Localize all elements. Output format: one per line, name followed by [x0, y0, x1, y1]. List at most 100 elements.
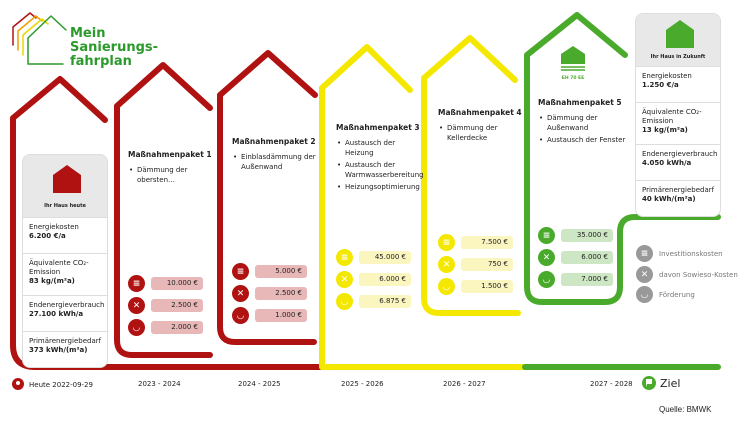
cost-value: 45.000 € — [359, 251, 411, 264]
house-2-outline — [217, 50, 318, 345]
coins-icon: ≡ — [438, 234, 455, 251]
source-label: Quelle: BMWK — [659, 405, 712, 414]
cost-value: 2.500 € — [151, 299, 203, 312]
metric-label: Energiekosten — [642, 72, 692, 80]
cost-row: ✕ 6.000 € — [336, 271, 411, 288]
metric-row: Endenergieverbrauch 4.050 kWh/a — [636, 144, 720, 180]
coins-icon: ≡ — [232, 263, 249, 280]
logo-line: Sanierungs- — [70, 40, 159, 55]
metric-row: Primärenergiebedarf 40 kWh/(m²a) — [636, 180, 720, 216]
efficiency-house-icon — [561, 46, 585, 71]
hand-coins-icon: ◡ — [232, 307, 249, 324]
metric-label: Äquivalente CO₂-Emission — [642, 108, 702, 125]
house-icon — [666, 20, 694, 48]
cost-row: ◡ 7.000 € — [538, 271, 613, 288]
metric-value: 13 kg/(m²a) — [642, 126, 688, 134]
today-label: Ihr Haus heute — [44, 203, 86, 209]
legend-sowieso: ✕ davon Sowieso-Kosten — [636, 266, 738, 283]
wrench-coins-icon: ✕ — [128, 297, 145, 314]
measure-item: Dämmung der obersten… — [128, 165, 216, 185]
timeline-label: Heute 2022-09-29 — [29, 380, 93, 389]
measure-item: Austausch der Warmwasserbereitung — [336, 160, 424, 180]
cost-row: ✕ 6.000 € — [538, 249, 613, 266]
cost-row: ◡ 1.500 € — [438, 278, 513, 295]
legend-label: davon Sowieso-Kosten — [659, 270, 738, 279]
cost-value: 1.000 € — [255, 309, 307, 322]
legend-label: Investitionskosten — [659, 249, 723, 258]
cost-value: 6.875 € — [359, 295, 411, 308]
cost-value: 2.000 € — [151, 321, 203, 334]
metric-label: Primärenergiebedarf — [29, 337, 102, 345]
cost-row: ◡ 1.000 € — [232, 307, 307, 324]
cost-row: ≡ 45.000 € — [336, 249, 411, 266]
metric-value: 373 kWh/(m²a) — [29, 346, 88, 354]
cost-row: ◡ 2.000 € — [128, 319, 203, 336]
goal-label: Ziel — [660, 376, 681, 390]
cost-value: 7.500 € — [461, 236, 513, 249]
metric-label: Endenergieverbrauch — [29, 301, 105, 309]
logo-line: Mein — [70, 26, 106, 41]
timeline-label: 2026 - 2027 — [443, 380, 486, 388]
flag-icon — [642, 376, 656, 390]
cost-value: 750 € — [461, 258, 513, 271]
package-4: Maßnahmenpaket 4 Dämmung der Kellerdecke — [438, 108, 526, 145]
coins-icon: ≡ — [636, 245, 653, 262]
wrench-coins-icon: ✕ — [538, 249, 555, 266]
cost-value: 1.500 € — [461, 280, 513, 293]
timeline-label: 2023 - 2024 — [138, 380, 181, 388]
measure-item: Einblasdämmung der Außenwand — [232, 152, 320, 172]
cost-value: 7.000 € — [561, 273, 613, 286]
measure-item: Austausch der Fenster — [538, 135, 626, 145]
house-1-outline — [114, 62, 213, 358]
package-2: Maßnahmenpaket 2 Einblasdämmung der Außen… — [232, 137, 320, 174]
legend-label: Förderung — [659, 290, 695, 299]
location-pin-icon — [12, 378, 24, 390]
package-title: Maßnahmenpaket 3 — [336, 123, 420, 132]
measure-list: Austausch der HeizungAustausch der Warmw… — [336, 138, 424, 192]
timeline-label: 2024 - 2025 — [238, 380, 281, 388]
logo-icon — [12, 12, 67, 65]
cost-row: ≡ 7.500 € — [438, 234, 513, 251]
cost-row: ≡ 5.000 € — [232, 263, 307, 280]
timeline-today: Heute 2022-09-29 — [12, 378, 93, 391]
metric-row: Primärenergiebedarf 373 kWh/(m²a) — [23, 331, 107, 367]
logo-line: fahrplan — [70, 54, 132, 69]
metric-row: Energiekosten 6.200 €/a — [23, 217, 107, 253]
cost-row: ✕ 2.500 € — [128, 297, 203, 314]
logo-title: Mein Sanierungs- fahrplan — [70, 27, 158, 69]
cost-value: 10.000 € — [151, 277, 203, 290]
measure-item: Dämmung der Außenwand — [538, 113, 626, 133]
measure-list: Dämmung der Kellerdecke — [438, 123, 526, 143]
hand-coins-icon: ◡ — [438, 278, 455, 295]
house-3-outline — [319, 44, 528, 370]
hand-coins-icon: ◡ — [538, 271, 555, 288]
today-card: Ihr Haus heute Energiekosten 6.200 €/a Äqu… — [22, 154, 108, 368]
metric-label: Endenergieverbrauch — [642, 150, 718, 158]
timeline-label: 2027 - 2028 — [590, 380, 633, 388]
metric-value: 1.250 €/a — [642, 81, 679, 89]
metric-value: 6.200 €/a — [29, 232, 66, 240]
measure-list: Dämmung der obersten… — [128, 165, 216, 185]
cost-row: ◡ 6.875 € — [336, 293, 411, 310]
cost-row: ≡ 35.000 € — [538, 227, 613, 244]
measure-list: Dämmung der Außenwand Austausch der Fenst… — [538, 113, 626, 145]
metric-row: Energiekosten 1.250 €/a — [636, 66, 720, 102]
future-card: Ihr Haus in Zukunft Energiekosten 1.250 €… — [635, 13, 721, 217]
coins-icon: ≡ — [336, 249, 353, 266]
package-title: Maßnahmenpaket 5 — [538, 98, 622, 107]
metric-row: Äquivalente CO₂-Emission 83 kg/(m²a) — [23, 253, 107, 295]
hand-coins-icon: ◡ — [128, 319, 145, 336]
house-5-outline — [524, 12, 721, 305]
house-4-outline — [421, 35, 521, 316]
metric-value: 40 kWh/(m²a) — [642, 195, 696, 203]
wrench-coins-icon: ✕ — [336, 271, 353, 288]
package-5: Maßnahmenpaket 5 Dämmung der Außenwand Aus… — [538, 98, 626, 147]
cost-row: ✕ 2.500 € — [232, 285, 307, 302]
package-title: Maßnahmenpaket 4 — [438, 108, 522, 117]
metric-label: Primärenergiebedarf — [642, 186, 715, 194]
eh70ee-badge: EH 70 EE — [560, 46, 586, 81]
cost-value: 6.000 € — [359, 273, 411, 286]
legend-investment: ≡ Investitionskosten — [636, 245, 723, 262]
cost-value: 35.000 € — [561, 229, 613, 242]
